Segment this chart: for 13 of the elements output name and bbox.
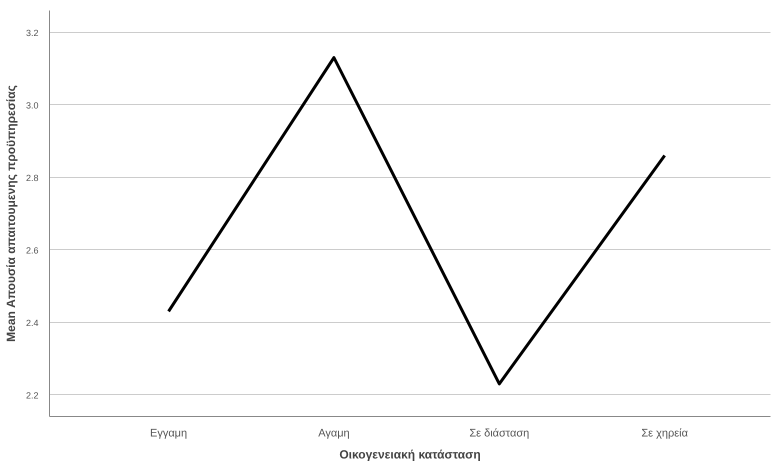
y-tick-label: 2.4 bbox=[26, 318, 39, 328]
y-tick-label: 2.2 bbox=[26, 390, 39, 400]
x-tick-label: Σε χηρεία bbox=[641, 428, 689, 440]
x-tick-label: Εγγαμη bbox=[150, 428, 188, 440]
y-axis-title: Mean Απουσία απαιτουμενης προϋπηρεσίας bbox=[4, 85, 18, 342]
x-tick-label: Αγαμη bbox=[318, 428, 350, 440]
y-tick-label: 2.6 bbox=[26, 245, 39, 256]
line-series bbox=[167, 56, 666, 386]
x-axis-title: Οικογενειακή κατάσταση bbox=[339, 448, 481, 462]
x-tick-label: Σε διάσταση bbox=[469, 428, 530, 440]
y-tick-label: 3.2 bbox=[26, 28, 39, 38]
y-tick-label: 3.0 bbox=[26, 100, 39, 110]
y-tick-label: 2.8 bbox=[26, 172, 39, 183]
